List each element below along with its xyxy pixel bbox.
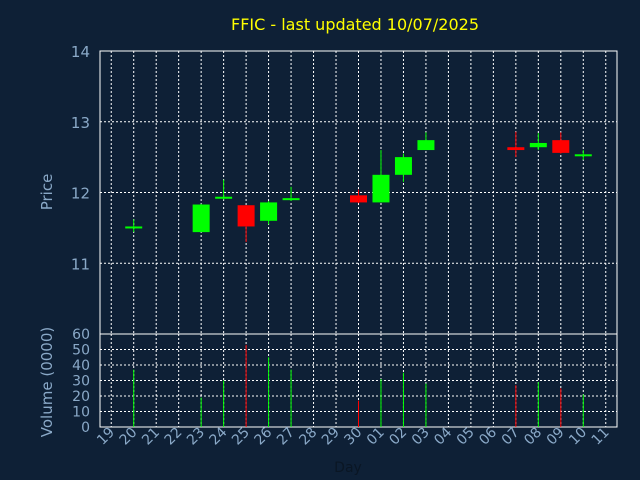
candle-body bbox=[574, 154, 592, 157]
candle-body bbox=[125, 226, 143, 229]
x-tick-label: 19 bbox=[94, 425, 118, 449]
x-tick-label: 28 bbox=[296, 425, 320, 449]
x-tick-label: 29 bbox=[319, 425, 343, 449]
candle-body bbox=[237, 205, 255, 227]
x-tick-label: 27 bbox=[274, 425, 298, 449]
candle-body bbox=[372, 174, 390, 203]
x-tick-label: 03 bbox=[409, 425, 433, 449]
x-tick-label: 08 bbox=[521, 425, 545, 449]
x-tick-label: 05 bbox=[454, 425, 478, 449]
candle-body bbox=[260, 202, 278, 221]
x-tick-label: 25 bbox=[229, 425, 253, 449]
x-tick-label: 24 bbox=[207, 424, 231, 448]
x-tick-label: 22 bbox=[162, 425, 186, 449]
price-tick-label: 13 bbox=[71, 114, 90, 132]
candle-body bbox=[215, 196, 233, 199]
x-tick-label: 21 bbox=[139, 425, 163, 449]
candle-body bbox=[192, 204, 210, 233]
candle-body bbox=[529, 142, 547, 148]
volume-tick-label: 30 bbox=[72, 374, 90, 390]
x-tick-label: 04 bbox=[431, 424, 455, 448]
volume-tick-label: 40 bbox=[72, 358, 90, 374]
x-tick-label: 20 bbox=[117, 425, 141, 449]
axis-tick-labels: 1112131401020304050601920212223242526272… bbox=[71, 43, 613, 448]
x-tick-label: 26 bbox=[251, 424, 275, 448]
price-tick-label: 11 bbox=[71, 255, 90, 273]
candles-layer bbox=[125, 131, 592, 243]
x-tick-label: 01 bbox=[364, 425, 388, 449]
chart-title: FFIC - last updated 10/07/2025 bbox=[231, 15, 479, 34]
x-tick-label: 10 bbox=[566, 425, 590, 449]
candle-body bbox=[552, 140, 570, 153]
x-tick-label: 07 bbox=[499, 425, 523, 449]
volume-axis-label: Volume (0000) bbox=[38, 327, 56, 437]
candle-body bbox=[507, 147, 525, 151]
candle-body bbox=[350, 195, 367, 203]
candle-body bbox=[394, 157, 412, 175]
volume-tick-label: 10 bbox=[72, 405, 90, 421]
volume-tick-label: 0 bbox=[81, 420, 90, 436]
x-tick-label: 11 bbox=[589, 425, 613, 449]
volume-tick-label: 50 bbox=[72, 343, 90, 359]
volume-tick-label: 60 bbox=[72, 327, 90, 343]
x-tick-label: 02 bbox=[386, 425, 410, 449]
x-axis-label: Day bbox=[334, 460, 362, 476]
candle-body bbox=[282, 198, 300, 201]
price-tick-label: 12 bbox=[71, 185, 90, 203]
x-tick-label: 06 bbox=[476, 424, 500, 448]
x-tick-label: 30 bbox=[341, 425, 365, 449]
x-tick-label: 23 bbox=[184, 425, 208, 449]
price-axis-label: Price bbox=[38, 174, 56, 211]
volume-tick-label: 20 bbox=[72, 389, 90, 405]
volume-bars-layer bbox=[133, 344, 584, 427]
price-tick-label: 14 bbox=[71, 43, 90, 61]
candle-body bbox=[417, 140, 435, 151]
x-tick-label: 09 bbox=[544, 425, 568, 449]
